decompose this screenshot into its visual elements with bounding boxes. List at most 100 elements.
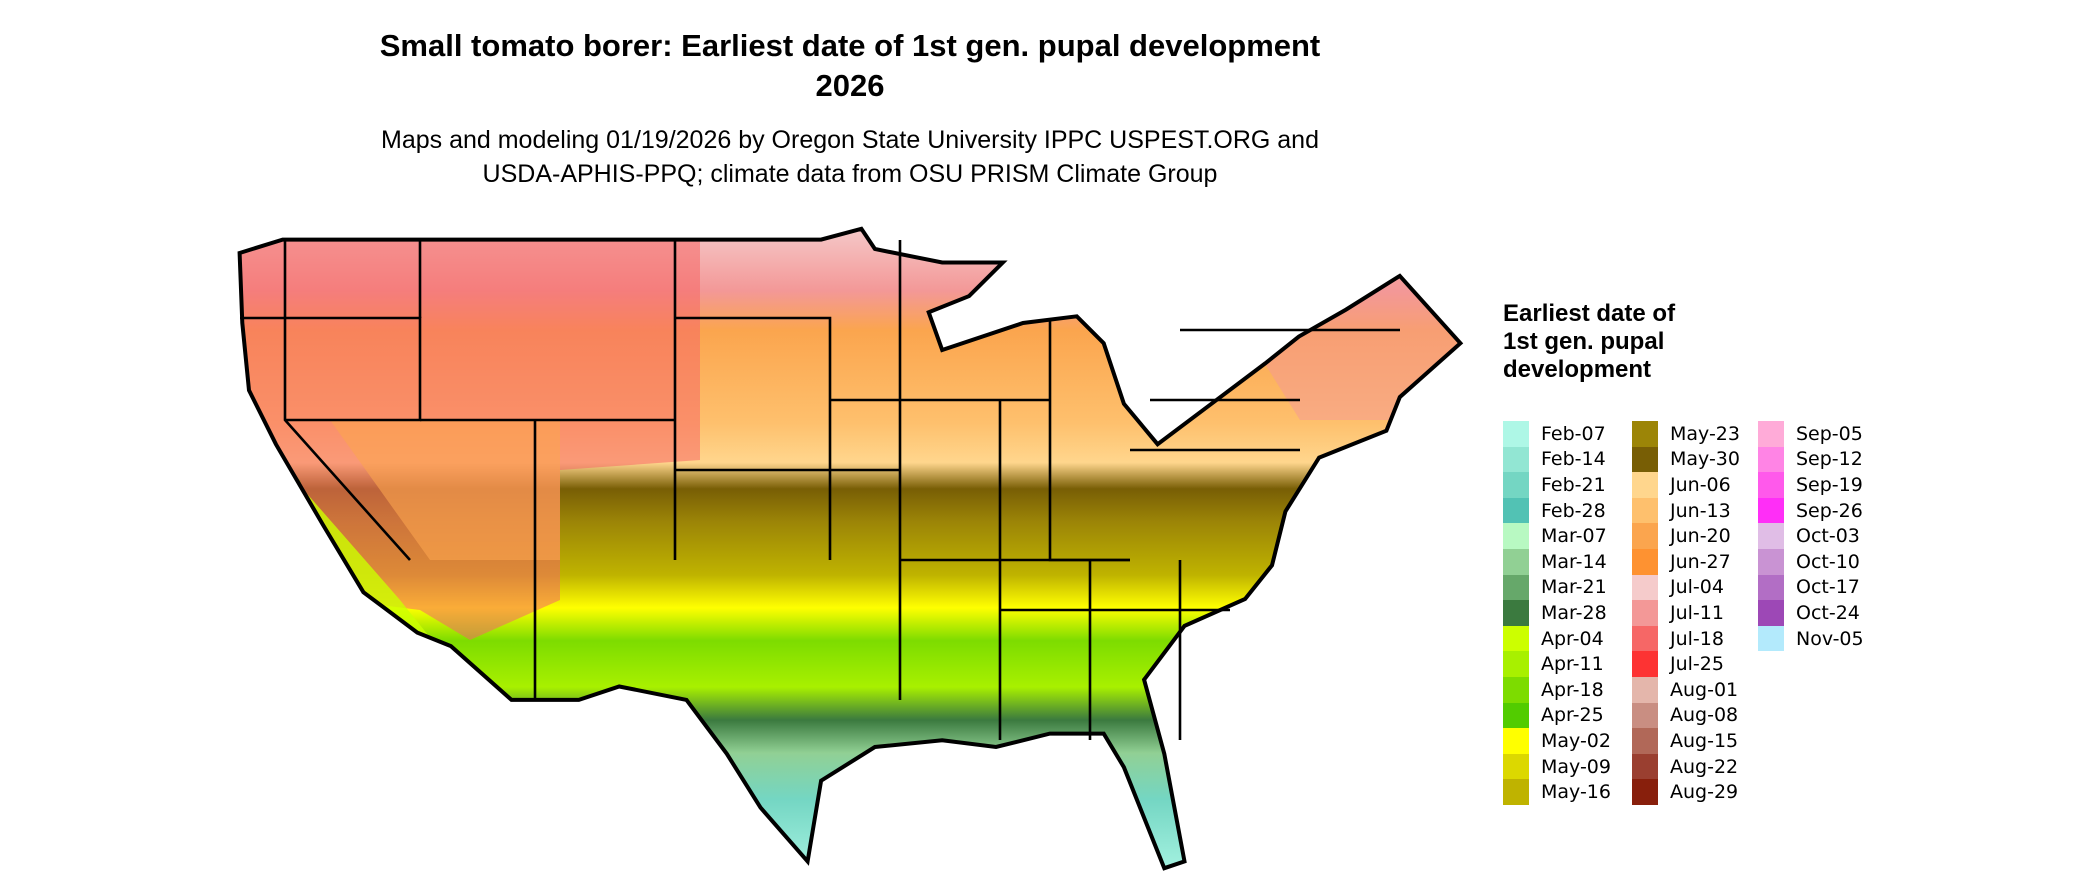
legend-column: Feb-07 Feb-14 Feb-21 Feb-28 Mar-07 Mar-14 Mar-… bbox=[1503, 421, 1611, 805]
legend-item: Jul-11 bbox=[1632, 600, 1740, 626]
legend-item: Aug-22 bbox=[1632, 753, 1740, 780]
legend-swatch bbox=[1632, 651, 1658, 677]
legend-item: Feb-07 bbox=[1503, 421, 1611, 447]
legend-label: May-16 bbox=[1541, 781, 1611, 804]
legend-label: Jun-20 bbox=[1670, 525, 1731, 548]
map-year: 2026 bbox=[815, 68, 885, 103]
legend-swatch bbox=[1632, 702, 1658, 729]
subtitle-line-2: USDA-APHIS-PPQ; climate data from OSU PR… bbox=[482, 160, 1218, 188]
legend-item: Jul-04 bbox=[1632, 574, 1740, 601]
legend-label: Oct-17 bbox=[1796, 576, 1860, 599]
legend-item: Aug-08 bbox=[1632, 702, 1740, 729]
legend-swatch bbox=[1758, 446, 1784, 473]
legend-item: Aug-01 bbox=[1632, 676, 1740, 703]
legend-swatch bbox=[1503, 446, 1529, 473]
legend-label: Nov-05 bbox=[1796, 627, 1864, 650]
legend-swatch bbox=[1632, 728, 1658, 754]
legend-swatch bbox=[1632, 753, 1658, 780]
legend-item: Mar-21 bbox=[1503, 574, 1611, 601]
legend-label: Feb-07 bbox=[1541, 422, 1606, 445]
legend-swatch bbox=[1632, 523, 1658, 549]
legend-item: Aug-29 bbox=[1632, 779, 1740, 805]
legend-swatch bbox=[1503, 702, 1529, 729]
legend-label: May-09 bbox=[1541, 755, 1611, 778]
legend-label: Aug-22 bbox=[1670, 755, 1739, 778]
legend-label: Sep-19 bbox=[1796, 473, 1863, 496]
legend-item: May-02 bbox=[1503, 728, 1611, 754]
legend-item: May-23 bbox=[1632, 421, 1740, 447]
legend-label: Jun-06 bbox=[1670, 473, 1731, 496]
legend-item: Sep-12 bbox=[1758, 446, 1864, 473]
legend-item: Mar-28 bbox=[1503, 600, 1611, 626]
legend-item: Oct-03 bbox=[1758, 523, 1864, 549]
legend-item: Oct-17 bbox=[1758, 574, 1864, 601]
legend-swatch bbox=[1632, 676, 1658, 703]
legend-item: Oct-24 bbox=[1758, 600, 1864, 626]
legend-item: Aug-15 bbox=[1632, 728, 1740, 754]
legend-item: Jun-27 bbox=[1632, 548, 1740, 575]
legend-swatch bbox=[1503, 625, 1529, 652]
legend-label: Mar-28 bbox=[1541, 601, 1607, 624]
legend-swatch bbox=[1632, 472, 1658, 498]
legend-swatch bbox=[1758, 523, 1784, 549]
legend-label: Apr-04 bbox=[1541, 627, 1604, 650]
legend-label: Jul-11 bbox=[1670, 601, 1724, 624]
legend-swatch bbox=[1503, 472, 1529, 498]
legend-item: Mar-14 bbox=[1503, 548, 1611, 575]
legend-item: Feb-21 bbox=[1503, 472, 1611, 498]
legend-item: May-30 bbox=[1632, 446, 1740, 473]
legend-item: Nov-05 bbox=[1758, 625, 1864, 652]
legend-item: Jun-06 bbox=[1632, 472, 1740, 498]
date-raster bbox=[239, 228, 1461, 869]
legend-item: Feb-28 bbox=[1503, 497, 1611, 524]
legend-item: Jul-18 bbox=[1632, 625, 1740, 652]
legend-swatch bbox=[1758, 600, 1784, 626]
legend-label: May-23 bbox=[1670, 422, 1740, 445]
legend-item: Feb-14 bbox=[1503, 446, 1611, 473]
legend-swatch bbox=[1632, 446, 1658, 473]
legend-swatch bbox=[1758, 472, 1784, 498]
legend-label: Jun-27 bbox=[1670, 550, 1731, 573]
legend-label: Feb-28 bbox=[1541, 499, 1606, 522]
legend-swatch bbox=[1632, 779, 1658, 805]
legend-swatch bbox=[1632, 600, 1658, 626]
legend-label: Aug-01 bbox=[1670, 678, 1739, 701]
legend-swatch bbox=[1503, 421, 1529, 447]
legend-item: Jun-20 bbox=[1632, 523, 1740, 549]
legend-label: Aug-08 bbox=[1670, 704, 1739, 727]
great-basin-zone bbox=[330, 420, 560, 560]
legend-label: Jun-13 bbox=[1670, 499, 1731, 522]
legend-label: Mar-14 bbox=[1541, 550, 1607, 573]
legend-swatch bbox=[1503, 523, 1529, 549]
legend-swatch bbox=[1632, 497, 1658, 524]
legend-swatch bbox=[1503, 676, 1529, 703]
legend-label: Apr-11 bbox=[1541, 653, 1604, 676]
legend-item: Sep-26 bbox=[1758, 497, 1864, 524]
legend-item: Apr-04 bbox=[1503, 625, 1611, 652]
legend-swatch bbox=[1503, 574, 1529, 601]
legend-swatch bbox=[1758, 625, 1784, 652]
legend-item: Jun-13 bbox=[1632, 497, 1740, 524]
legend-swatch bbox=[1503, 779, 1529, 805]
legend-item: May-09 bbox=[1503, 753, 1611, 780]
legend-label: Sep-26 bbox=[1796, 499, 1863, 522]
map-title: Small tomato borer: Earliest date of 1st… bbox=[379, 28, 1321, 63]
legend-item: Oct-10 bbox=[1758, 548, 1864, 575]
legend-swatch bbox=[1632, 548, 1658, 575]
state-borders bbox=[240, 240, 1400, 740]
legend-swatch bbox=[1632, 625, 1658, 652]
legend-swatch bbox=[1758, 574, 1784, 601]
legend-title: Earliest date of 1st gen. pupal developm… bbox=[1503, 300, 1676, 383]
legend-label: Feb-14 bbox=[1541, 448, 1606, 471]
legend-label: Apr-25 bbox=[1541, 704, 1604, 727]
legend-label: Sep-05 bbox=[1796, 422, 1863, 445]
legend-swatch bbox=[1503, 651, 1529, 677]
legend-swatch bbox=[1758, 497, 1784, 524]
legend-swatch bbox=[1503, 497, 1529, 524]
legend-item: May-16 bbox=[1503, 779, 1611, 805]
legend-swatch bbox=[1632, 574, 1658, 601]
legend-label: Jul-04 bbox=[1670, 576, 1724, 599]
subtitle-line-1: Maps and modeling 01/19/2026 by Oregon S… bbox=[381, 126, 1319, 154]
legend-swatch bbox=[1758, 548, 1784, 575]
